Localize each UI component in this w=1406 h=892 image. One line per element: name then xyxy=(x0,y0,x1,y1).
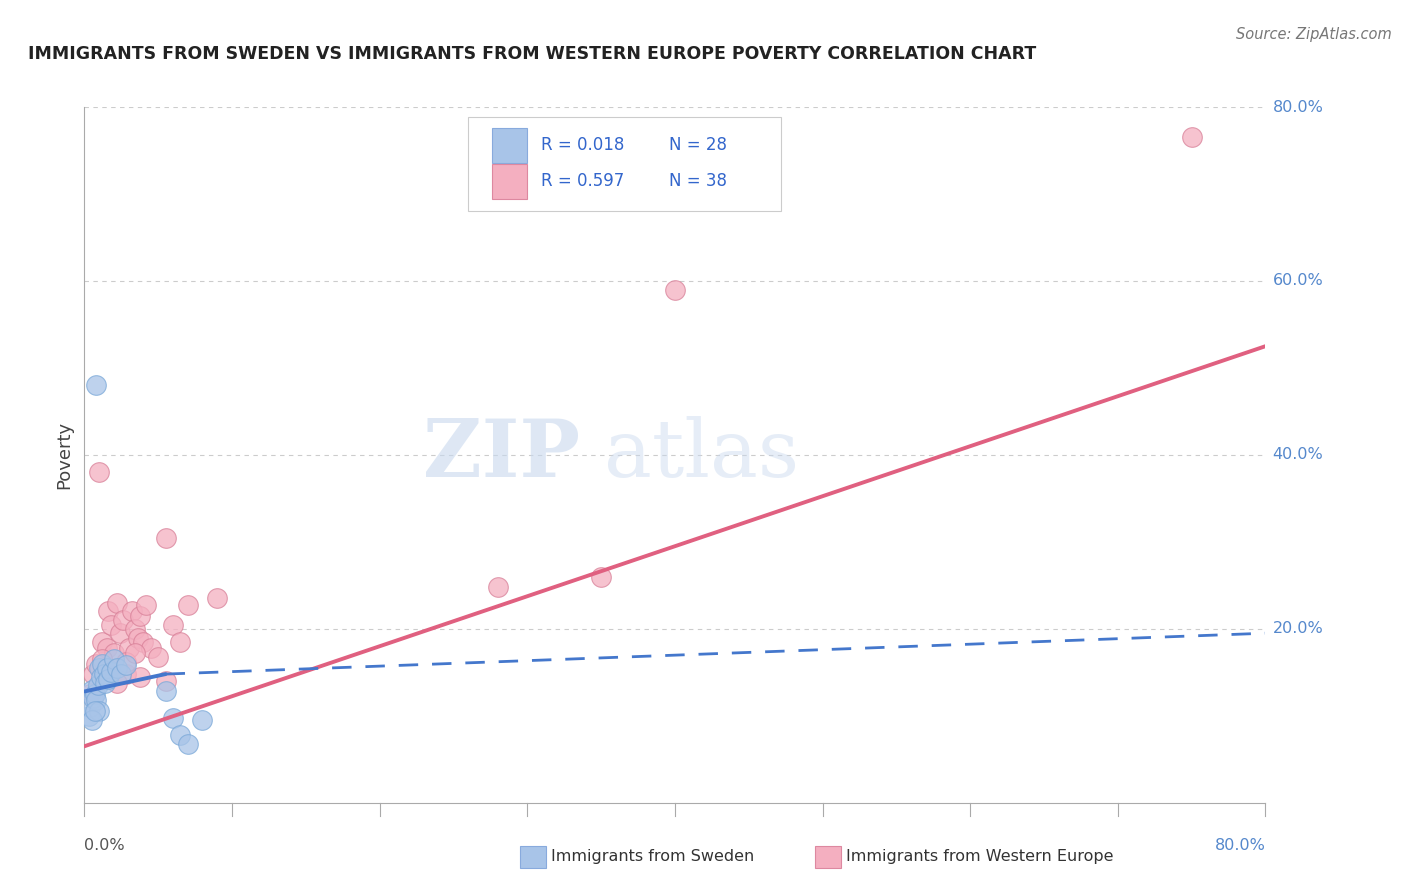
Point xyxy=(84,378,107,392)
Point xyxy=(135,598,157,612)
Point xyxy=(591,570,613,584)
Point xyxy=(105,675,128,690)
Point xyxy=(148,649,170,664)
Point xyxy=(97,673,120,687)
Point xyxy=(94,675,117,690)
Point xyxy=(114,667,136,681)
Point xyxy=(77,708,100,723)
Text: R = 0.597: R = 0.597 xyxy=(541,172,624,191)
Text: N = 28: N = 28 xyxy=(669,136,727,154)
Point xyxy=(90,670,112,684)
Point xyxy=(96,661,118,675)
Point xyxy=(83,687,105,701)
Bar xyxy=(492,164,527,199)
Point xyxy=(83,705,105,719)
Point xyxy=(121,605,143,619)
Point xyxy=(127,631,149,645)
Text: Source: ZipAtlas.com: Source: ZipAtlas.com xyxy=(1236,27,1392,42)
Y-axis label: Poverty: Poverty xyxy=(55,421,73,489)
Point xyxy=(87,466,111,480)
Point xyxy=(82,667,104,681)
Point xyxy=(129,608,152,623)
Point xyxy=(162,710,184,724)
Text: IMMIGRANTS FROM SWEDEN VS IMMIGRANTS FROM WESTERN EUROPE POVERTY CORRELATION CHA: IMMIGRANTS FROM SWEDEN VS IMMIGRANTS FRO… xyxy=(28,45,1036,62)
Point xyxy=(169,635,191,649)
Point xyxy=(162,617,184,632)
Point xyxy=(96,640,118,655)
Point xyxy=(103,652,125,666)
Point xyxy=(191,713,214,727)
Point xyxy=(155,674,177,689)
Point xyxy=(118,640,141,655)
Point xyxy=(86,678,108,692)
Point xyxy=(124,622,146,636)
Point xyxy=(100,617,122,632)
Point xyxy=(79,700,101,714)
Text: N = 38: N = 38 xyxy=(669,172,727,191)
Point xyxy=(91,657,114,671)
Point xyxy=(87,705,111,719)
FancyBboxPatch shape xyxy=(468,118,782,211)
Point xyxy=(139,640,162,655)
Point xyxy=(84,693,107,707)
Point xyxy=(79,687,101,701)
Bar xyxy=(492,128,527,162)
Text: Immigrants from Western Europe: Immigrants from Western Europe xyxy=(846,849,1114,863)
Point xyxy=(1180,130,1202,145)
Point xyxy=(105,596,128,610)
Point xyxy=(205,591,228,606)
Point xyxy=(100,664,122,678)
Point xyxy=(87,661,111,675)
Point xyxy=(80,713,103,727)
Point xyxy=(93,667,115,681)
Text: 20.0%: 20.0% xyxy=(1272,622,1323,636)
Point xyxy=(80,682,103,697)
Text: 0.0%: 0.0% xyxy=(84,838,125,854)
Point xyxy=(82,691,104,706)
Point xyxy=(169,728,191,742)
Point xyxy=(105,661,128,675)
Point xyxy=(486,580,509,594)
Point xyxy=(177,737,200,751)
Point xyxy=(91,652,114,666)
Point xyxy=(97,605,120,619)
Point xyxy=(664,283,686,297)
Text: Immigrants from Sweden: Immigrants from Sweden xyxy=(551,849,755,863)
Point xyxy=(177,598,200,612)
Point xyxy=(108,626,131,640)
Point xyxy=(103,646,125,660)
Point xyxy=(155,531,177,545)
Point xyxy=(114,658,136,673)
Point xyxy=(124,646,146,660)
Text: 40.0%: 40.0% xyxy=(1272,448,1323,462)
Text: R = 0.018: R = 0.018 xyxy=(541,136,624,154)
Text: ZIP: ZIP xyxy=(423,416,581,494)
Point xyxy=(110,667,132,681)
Text: 80.0%: 80.0% xyxy=(1215,838,1265,854)
Point xyxy=(111,613,134,627)
Point xyxy=(84,657,107,671)
Text: 60.0%: 60.0% xyxy=(1272,274,1323,288)
Point xyxy=(132,635,155,649)
Point xyxy=(91,635,114,649)
Point xyxy=(155,684,177,698)
Point xyxy=(129,670,152,684)
Point xyxy=(114,655,136,669)
Text: atlas: atlas xyxy=(605,416,799,494)
Text: 80.0%: 80.0% xyxy=(1272,100,1323,114)
Point xyxy=(100,665,122,680)
